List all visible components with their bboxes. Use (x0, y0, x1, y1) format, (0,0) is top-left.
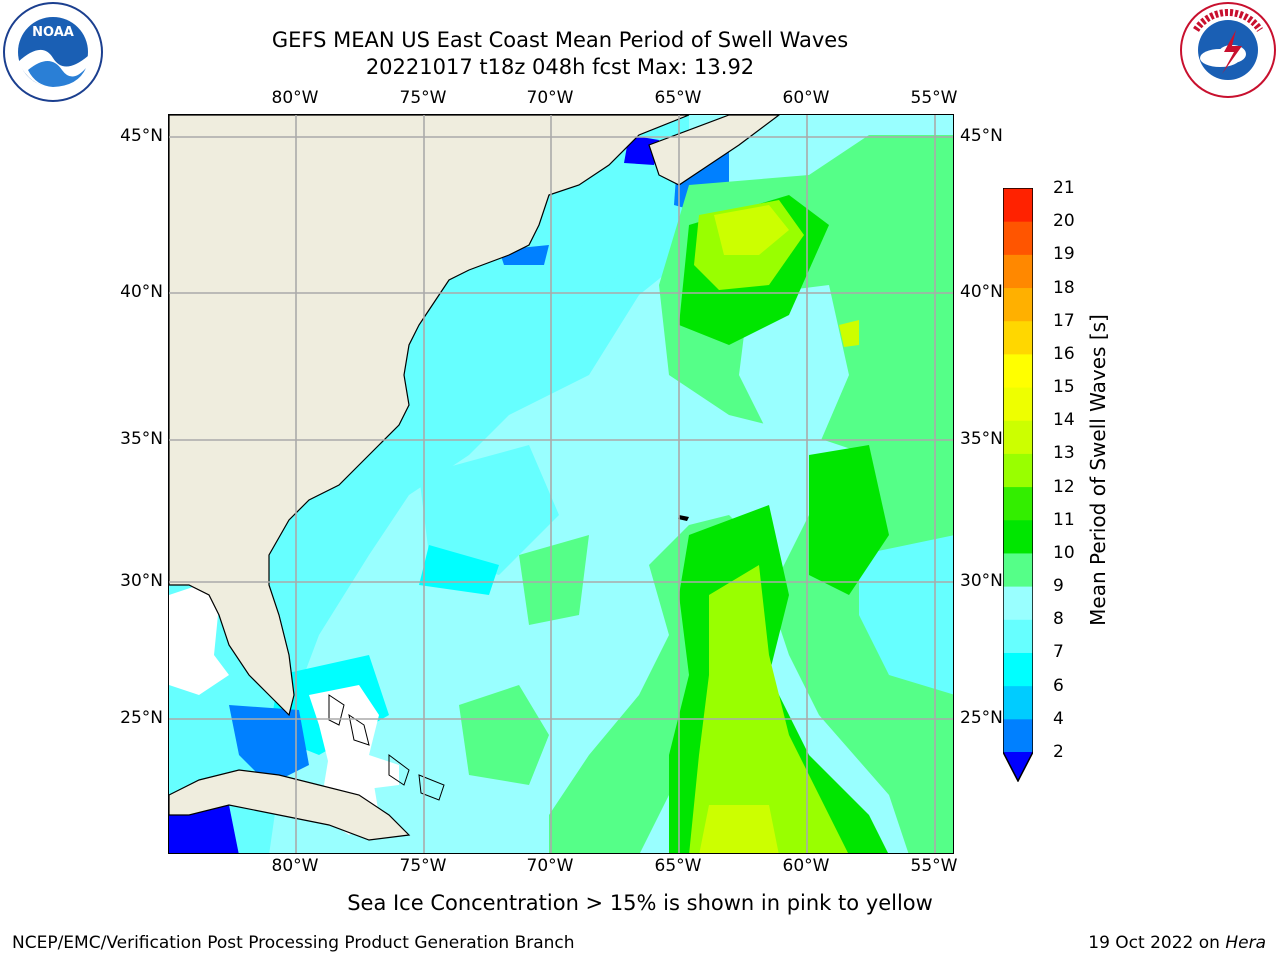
lat-label-right-25n: 25°N (960, 708, 1003, 728)
swell-zone-9-10s-central (519, 535, 589, 625)
colorbar-outline (1003, 188, 1033, 782)
colorbar-segment-19 (1003, 221, 1033, 255)
footer-credit: NCEP/EMC/Verification Post Processing Pr… (12, 933, 575, 953)
colorbar-tick-16: 16 (1053, 343, 1075, 364)
colorbar-tick-13: 13 (1053, 443, 1075, 464)
lat-label-right-35n: 35°N (960, 429, 1003, 449)
lon-label-bottom-55w: 55°W (910, 856, 958, 876)
no-data-area-west (169, 585, 229, 695)
lon-label-top-80w: 80°W (271, 88, 319, 108)
swell-zone-11-12s (689, 565, 848, 853)
colorbar-tick-8: 8 (1053, 609, 1064, 630)
colorbar-tick-4: 4 (1053, 708, 1064, 729)
swell-zone-under-2s-bay (624, 135, 659, 165)
colorbar-segments (1003, 188, 1033, 753)
footer-machine: Hera (1225, 933, 1266, 953)
map-title: GEFS MEAN US East Coast Mean Period of S… (271, 28, 849, 52)
swell-zone-12-14s-north (714, 205, 789, 255)
swell-zone-9-10s-patch (459, 685, 549, 785)
colorbar-segment-17 (1003, 287, 1033, 322)
lon-label-top-70w: 70°W (526, 88, 574, 108)
lat-label-left-25n: 25°N (120, 708, 163, 728)
colorbar-segment-12 (1003, 453, 1033, 488)
lon-label-bottom-80w: 80°W (271, 856, 319, 876)
noaa-logo-text: NOAA (32, 25, 74, 40)
lon-label-top-65w: 65°W (654, 88, 702, 108)
colorbar-tick-12: 12 (1053, 476, 1075, 497)
colorbar-tick-14: 14 (1053, 410, 1075, 431)
lon-label-bottom-70w: 70°W (526, 856, 574, 876)
colorbar-tick-19: 19 (1053, 244, 1075, 265)
swell-zone-10-11s-east (809, 445, 889, 595)
lat-label-right-40n: 40°N (960, 282, 1003, 302)
sea-ice-note: Sea Ice Concentration > 15% is shown in … (347, 891, 933, 915)
footer-date-text: 19 Oct 2022 on (1088, 933, 1220, 953)
swell-zone-7-8s-east (859, 535, 953, 695)
swell-zone-12-14s-south (699, 805, 779, 853)
swell-zone-7-8s-central (419, 445, 559, 575)
colorbar-tick-21: 21 (1053, 178, 1075, 198)
colorbar-segment-8 (1003, 586, 1033, 620)
colorbar-segment-7 (1003, 619, 1033, 653)
footer-date: 19 Oct 2022 on Hera (1088, 933, 1266, 953)
colorbar-segment-2 (1003, 718, 1033, 753)
colorbar-segment-15 (1003, 353, 1033, 388)
colorbar-segment-6 (1003, 652, 1033, 687)
land-north-america (169, 115, 690, 717)
lat-label-right-30n: 30°N (960, 571, 1003, 591)
land-cuba (169, 769, 411, 841)
lat-label-left-40n: 40°N (120, 282, 163, 302)
colorbar-segment-14 (1003, 387, 1033, 421)
island-bahamas-3 (388, 754, 410, 786)
map-subtitle: 20221017 t18z 048h fcst Max: 13.92 (365, 55, 755, 79)
lon-label-bottom-60w: 60°W (782, 856, 830, 876)
swell-zone-2-4s-florida-straits (229, 705, 309, 785)
noaa-logo: NOAA (3, 2, 103, 102)
colorbar-tick-10: 10 (1053, 542, 1075, 563)
swell-period-map (169, 115, 953, 853)
colorbar-segment-18 (1003, 254, 1033, 289)
lon-label-bottom-75w: 75°W (399, 856, 447, 876)
lon-label-bottom-65w: 65°W (654, 856, 702, 876)
colorbar-tick-20: 20 (1053, 211, 1075, 232)
nws-logo (1180, 2, 1276, 98)
lat-label-left-35n: 35°N (120, 429, 163, 449)
island-bahamas-1 (328, 694, 345, 726)
swell-zone-12-14s-patch (839, 320, 859, 347)
colorbar-segment-11 (1003, 486, 1033, 521)
colorbar-segment-9 (1003, 552, 1033, 587)
island-bermuda (678, 515, 689, 521)
colorbar-extend-triangle (1003, 752, 1033, 781)
colorbar-tick-9: 9 (1053, 576, 1064, 597)
lon-label-top-55w: 55°W (910, 88, 958, 108)
map-panel (168, 114, 954, 854)
colorbar-segment-10 (1003, 519, 1033, 554)
island-bahamas-2 (348, 713, 370, 746)
graticule (169, 115, 953, 853)
colorbar-tick-18: 18 (1053, 277, 1075, 298)
island-turks-caicos (418, 774, 445, 801)
lat-label-left-45n: 45°N (120, 126, 163, 146)
colorbar-tick-17: 17 (1053, 310, 1075, 331)
colorbar-segment-20 (1003, 188, 1033, 222)
colorbar-segment-16 (1003, 320, 1033, 355)
colorbar-segment-4 (1003, 685, 1033, 720)
lat-label-right-45n: 45°N (960, 126, 1003, 146)
colorbar-tick-2: 2 (1053, 742, 1064, 762)
colorbar-label: Mean Period of Swell Waves [s] (1086, 314, 1110, 626)
swell-zone-7-8s-north (539, 155, 679, 325)
lon-label-top-60w: 60°W (782, 88, 830, 108)
colorbar-tick-6: 6 (1053, 675, 1064, 696)
colorbar (1003, 188, 1033, 782)
colorbar-tick-11: 11 (1053, 509, 1075, 530)
lon-label-top-75w: 75°W (399, 88, 447, 108)
colorbar-tick-7: 7 (1053, 642, 1064, 663)
colorbar-segment-13 (1003, 420, 1033, 454)
colorbar-tick-15: 15 (1053, 377, 1075, 398)
land-nova-scotia (648, 115, 780, 186)
lat-label-left-30n: 30°N (120, 571, 163, 591)
